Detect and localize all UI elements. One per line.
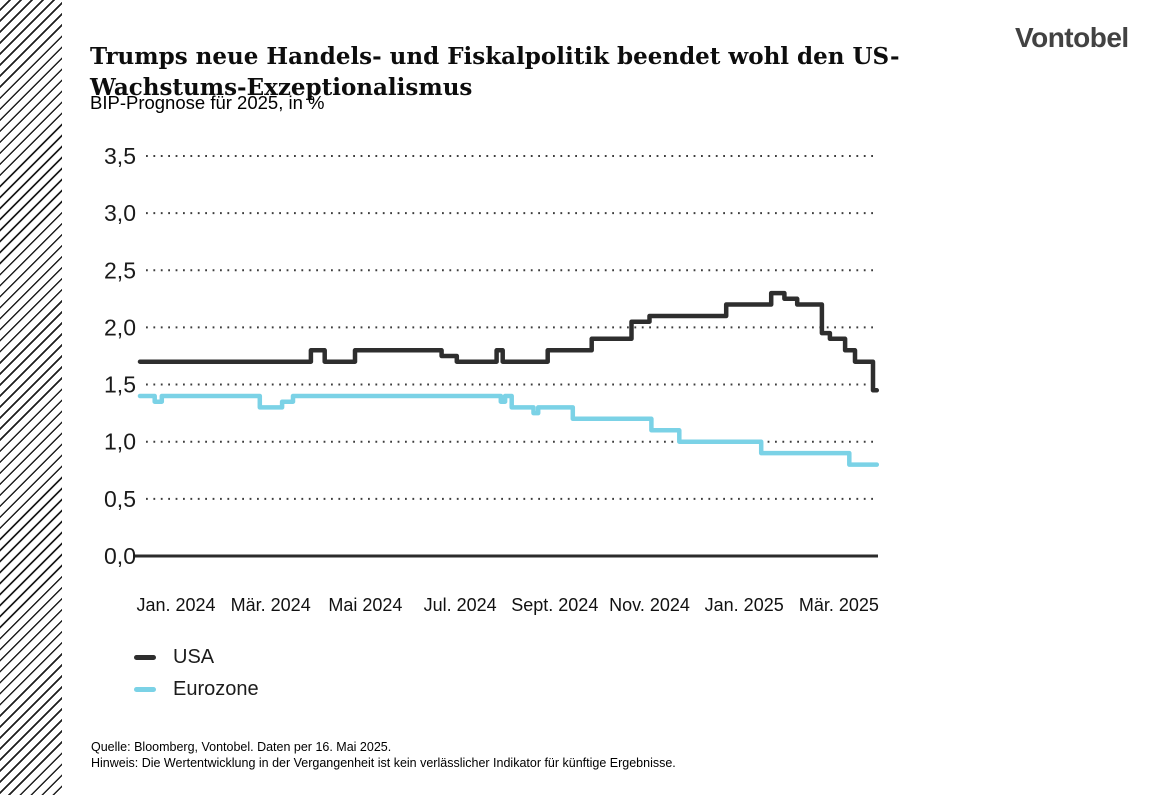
usa-line-swatch: [134, 655, 156, 660]
vontobel-logo: Vontobel: [1015, 22, 1129, 53]
x-tick-label: Nov. 2024: [609, 595, 690, 615]
source-text: Quelle: Bloomberg, Vontobel. Daten per 1…: [91, 740, 392, 754]
x-tick-label: Sept. 2024: [511, 595, 598, 615]
legend-label-usa: USA: [173, 646, 215, 668]
y-tick-label: 1,0: [104, 429, 136, 455]
y-tick-label: 2,0: [104, 314, 136, 340]
chart-footnote: Quelle: Bloomberg, Vontobel. Daten per 1…: [91, 739, 676, 771]
usa-line: [137, 290, 880, 393]
x-tick-label: Mär. 2025: [799, 595, 879, 615]
disclaimer-text: Hinweis: Die Wertentwicklung in der Verg…: [91, 756, 676, 770]
page-title: Trumps neue Handels- und Fiskalpolitik b…: [90, 43, 900, 102]
y-tick-label: 0,0: [104, 543, 136, 569]
legend-item-eurozone: Eurozone: [134, 678, 259, 701]
eurozone-line: [137, 393, 880, 467]
gdp-forecast-chart-svg: 3,5 3,0 2,5 2,0 1,5 1,0 0,5 0,0 Jan. 2024 Mär. 20…: [104, 143, 880, 615]
chart-legend: USA Eurozone: [134, 646, 259, 701]
y-tick-label: 1,5: [104, 372, 136, 398]
x-tick-label: Jan. 2024: [136, 595, 215, 615]
eurozone-line-swatch: [134, 687, 156, 692]
y-tick-label: 3,0: [104, 200, 136, 226]
y-tick-label: 3,5: [104, 143, 136, 169]
page-subtitle: BIP-Prognose für 2025, in %: [90, 92, 325, 113]
y-tick-label: 0,5: [104, 486, 136, 512]
x-tick-label: Jan. 2025: [705, 595, 784, 615]
x-tick-label: Jul. 2024: [424, 595, 497, 615]
legend-item-usa: USA: [134, 646, 259, 669]
y-tick-label: 2,5: [104, 257, 136, 283]
legend-label-eurozone: Eurozone: [173, 678, 259, 700]
x-tick-label: Mai 2024: [328, 595, 402, 615]
diagonal-stripes-border: [0, 0, 62, 795]
x-tick-label: Mär. 2024: [231, 595, 311, 615]
